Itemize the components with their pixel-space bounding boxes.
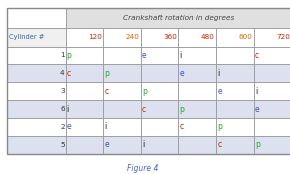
Bar [66, 28, 103, 46]
Text: p: p [255, 140, 260, 149]
Text: 4: 4 [60, 70, 65, 76]
Bar [7, 8, 66, 28]
Text: p: p [142, 87, 147, 96]
Text: e: e [142, 51, 146, 60]
Text: c: c [104, 87, 108, 96]
Bar [66, 100, 103, 118]
Bar [178, 46, 216, 64]
Bar [103, 46, 141, 64]
Bar [7, 136, 66, 154]
Text: 240: 240 [126, 34, 139, 40]
Text: i: i [104, 122, 107, 131]
Bar [7, 100, 66, 118]
Text: 360: 360 [163, 34, 177, 40]
Text: i: i [255, 87, 257, 96]
Text: p: p [217, 122, 222, 131]
Text: p: p [104, 69, 109, 78]
Bar [216, 136, 254, 154]
Bar [141, 28, 178, 46]
Bar [103, 100, 141, 118]
Bar [216, 28, 254, 46]
Bar [141, 46, 178, 64]
Text: e: e [180, 69, 184, 78]
Text: p: p [180, 105, 184, 114]
Bar [103, 136, 141, 154]
Text: c: c [142, 105, 146, 114]
Bar [254, 46, 290, 64]
Text: i: i [217, 69, 220, 78]
Text: e: e [217, 87, 222, 96]
Bar [7, 28, 66, 46]
Bar [7, 46, 66, 64]
Bar [7, 118, 66, 136]
Text: Crankshaft rotation in degrees: Crankshaft rotation in degrees [123, 15, 234, 21]
Bar [66, 118, 103, 136]
Bar [103, 118, 141, 136]
Bar [141, 64, 178, 82]
Text: 1: 1 [60, 52, 65, 58]
Text: 120: 120 [88, 34, 102, 40]
Bar [7, 8, 290, 154]
Text: e: e [255, 105, 260, 114]
Bar [254, 82, 290, 100]
Text: 480: 480 [201, 34, 215, 40]
Bar [178, 118, 216, 136]
Bar [216, 64, 254, 82]
Bar [178, 100, 216, 118]
Bar [141, 118, 178, 136]
Text: e: e [104, 140, 109, 149]
Bar [254, 28, 290, 46]
Text: 720: 720 [276, 34, 290, 40]
Bar [254, 100, 290, 118]
Text: Cylinder #: Cylinder # [8, 34, 44, 40]
Text: c: c [255, 51, 259, 60]
Bar [103, 82, 141, 100]
Bar [178, 64, 216, 82]
Text: c: c [67, 69, 71, 78]
Text: e: e [67, 122, 71, 131]
Bar [254, 64, 290, 82]
Bar [216, 82, 254, 100]
Bar [141, 136, 178, 154]
Bar [254, 118, 290, 136]
Bar [141, 100, 178, 118]
Bar [141, 82, 178, 100]
Bar [178, 28, 216, 46]
Text: 6: 6 [60, 106, 65, 112]
Bar [216, 100, 254, 118]
Bar [216, 118, 254, 136]
Bar [66, 8, 290, 28]
Bar [178, 136, 216, 154]
Text: 3: 3 [60, 88, 65, 94]
Bar [66, 46, 103, 64]
Bar [254, 136, 290, 154]
Bar [66, 82, 103, 100]
Bar [216, 46, 254, 64]
Text: 5: 5 [60, 142, 65, 148]
Bar [66, 136, 103, 154]
Text: p: p [67, 51, 72, 60]
Text: c: c [180, 122, 184, 131]
Text: i: i [180, 51, 182, 60]
Text: c: c [217, 140, 221, 149]
Text: i: i [142, 140, 144, 149]
Bar [103, 28, 141, 46]
Text: 600: 600 [238, 34, 252, 40]
Text: 2: 2 [60, 124, 65, 130]
Bar [178, 82, 216, 100]
Bar [7, 64, 66, 82]
Bar [66, 64, 103, 82]
Text: i: i [67, 105, 69, 114]
Text: Figure 4: Figure 4 [127, 164, 158, 173]
Bar [7, 82, 66, 100]
Bar [103, 64, 141, 82]
